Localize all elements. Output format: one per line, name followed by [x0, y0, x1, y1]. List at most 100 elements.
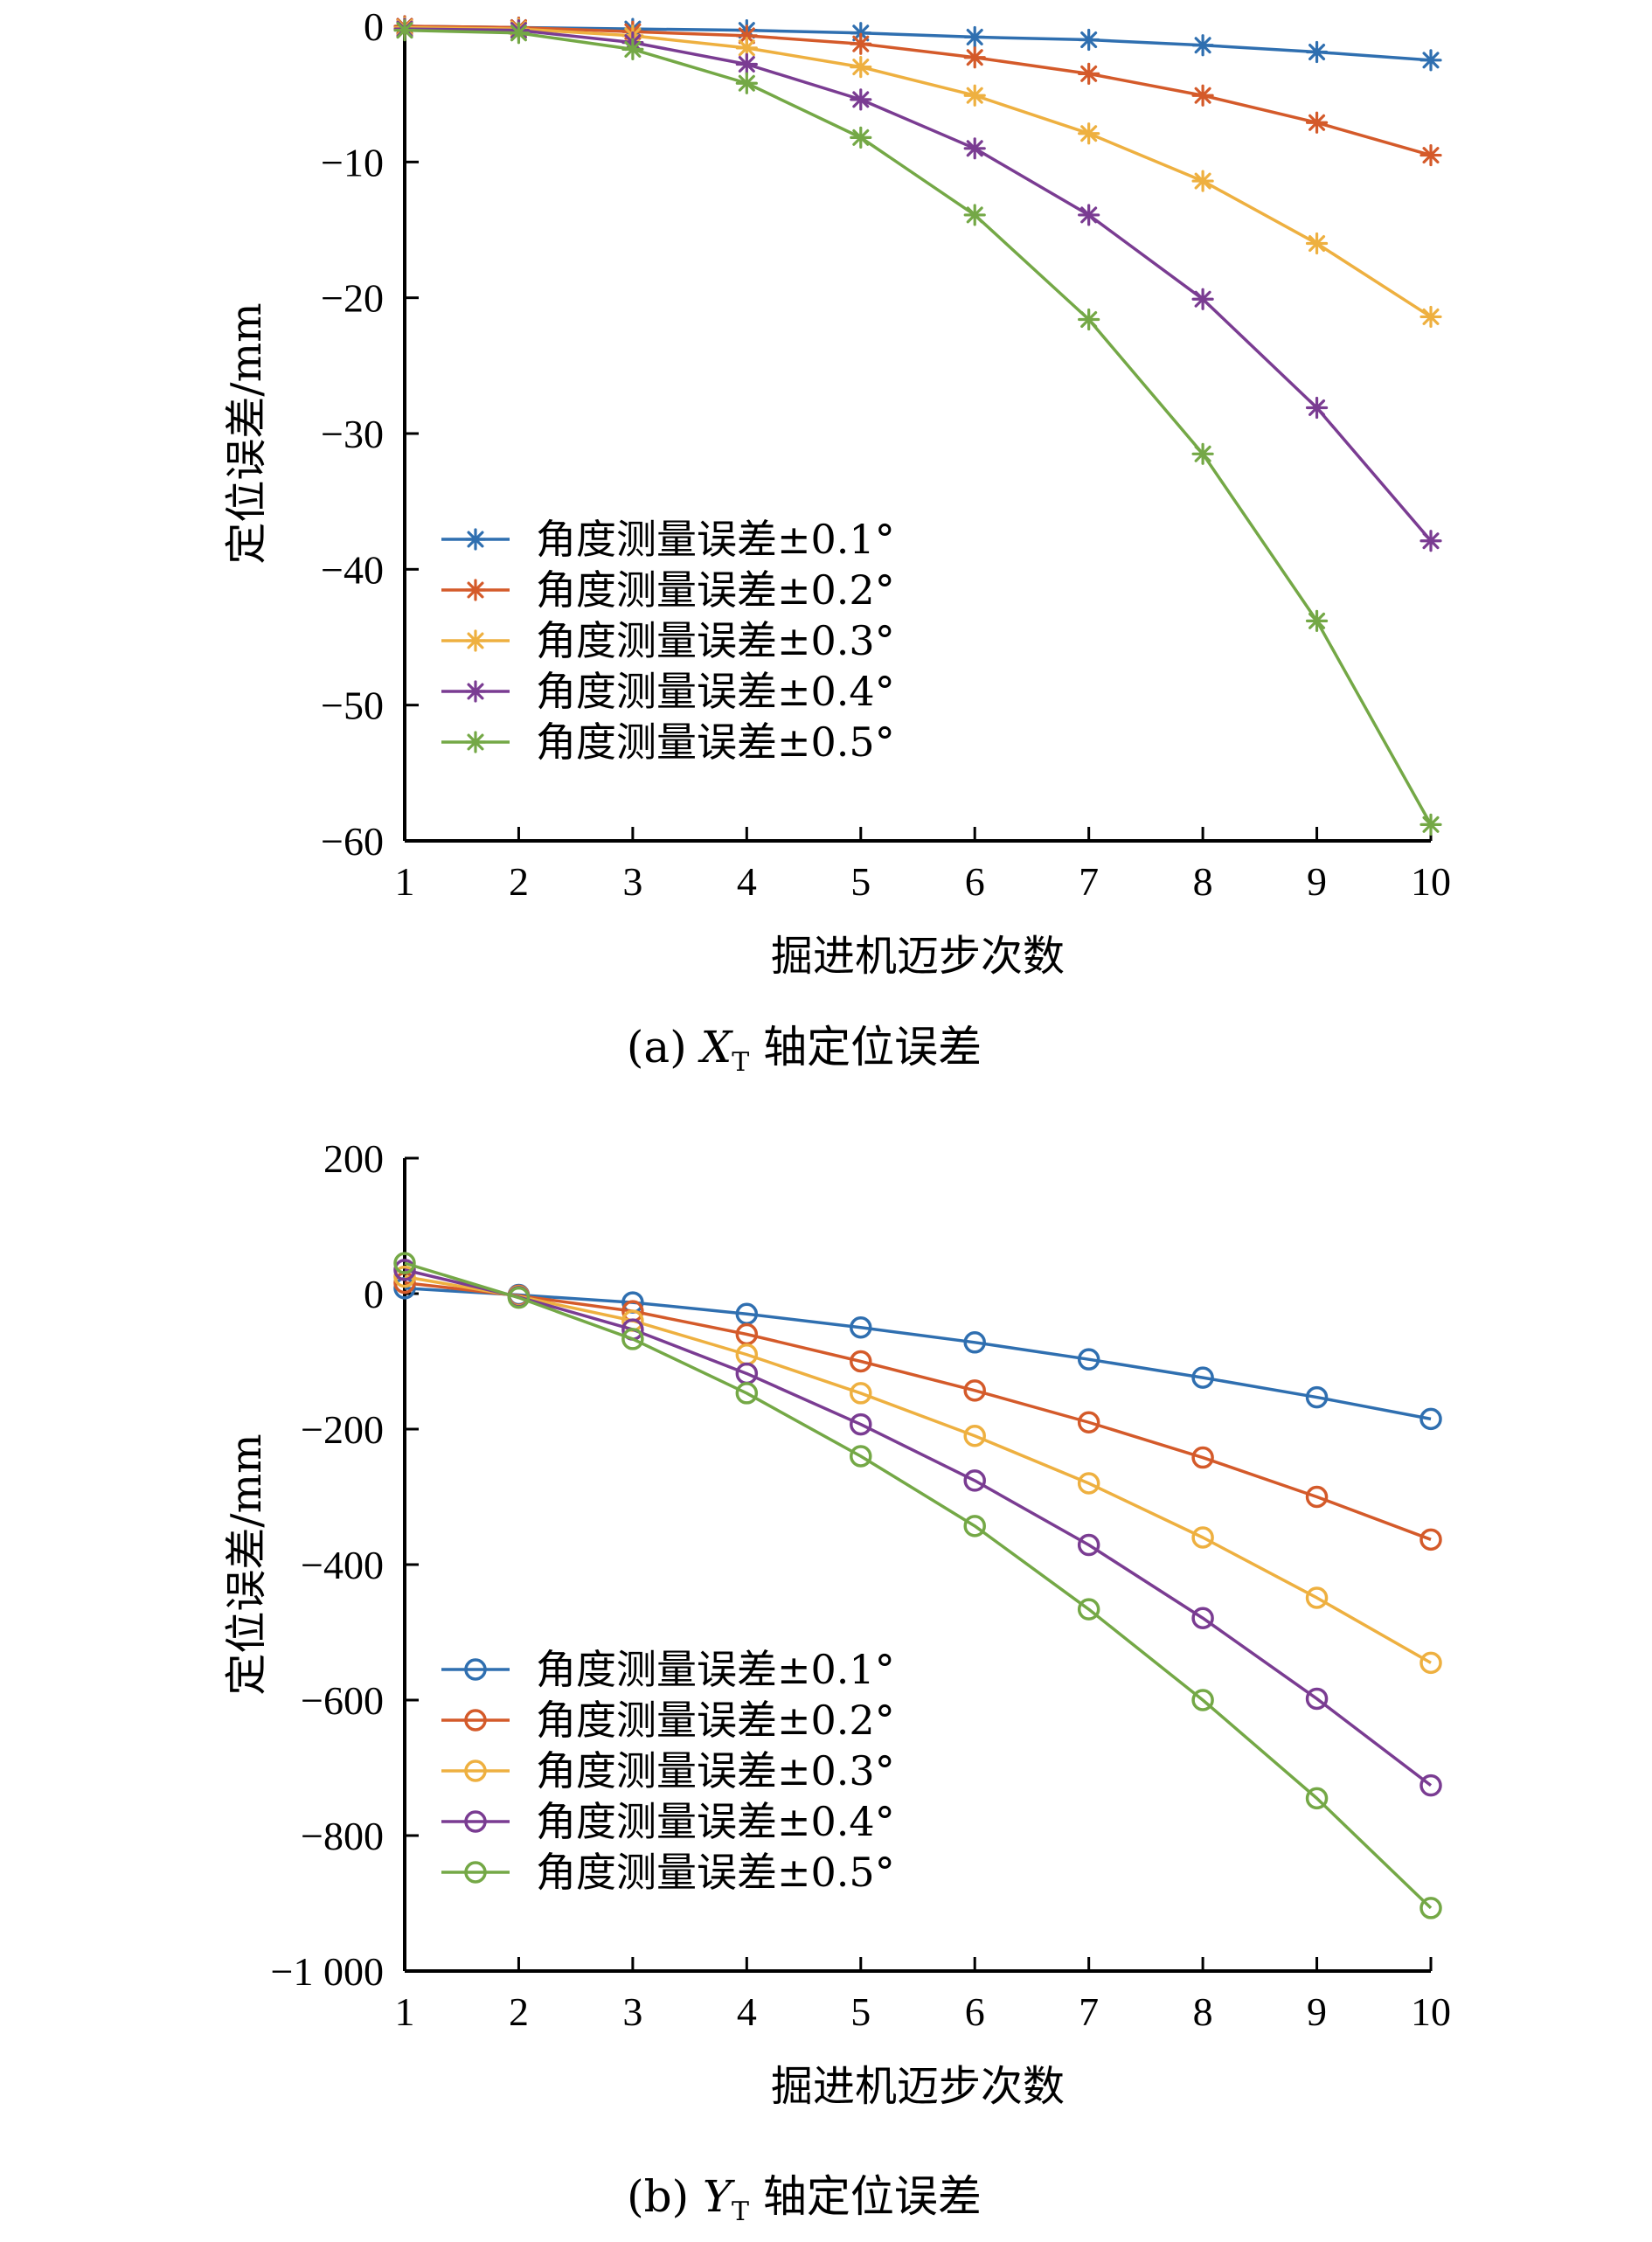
data-point	[963, 1515, 986, 1537]
y-tick-label: −800	[301, 1814, 384, 1858]
data-point	[1305, 1385, 1329, 1409]
legend-item: 角度测量误差±0.1°	[441, 1646, 895, 1693]
data-point	[963, 1331, 986, 1354]
x-tick-label: 9	[1307, 1989, 1327, 2034]
data-point	[1077, 1348, 1100, 1371]
chart-panel-a: 1 2 3 4 5 6 7 8 9 10 0 −10 −20 −30 −40 −50 −60 掘进机迈步次数 定位误…	[222, 4, 1451, 1078]
data-point	[1191, 442, 1214, 465]
x-tick-label: 2	[509, 1989, 529, 2034]
legend-label: 角度测量误差±0.1°	[536, 516, 895, 563]
series-3	[393, 16, 1442, 329]
data-point	[1191, 1526, 1214, 1549]
data-point	[1077, 1533, 1100, 1557]
data-point	[464, 1810, 487, 1833]
data-point	[464, 528, 487, 551]
data-point	[464, 1709, 487, 1732]
data-point	[621, 38, 644, 61]
series-2	[393, 1271, 1442, 1551]
data-point	[1077, 1598, 1100, 1621]
legend-label: 角度测量误差±0.4°	[536, 668, 895, 715]
data-point	[1305, 232, 1329, 255]
series-line	[404, 25, 1432, 318]
data-point	[1419, 530, 1442, 552]
legend-label: 角度测量误差±0.3°	[536, 1747, 895, 1794]
data-point	[464, 579, 487, 601]
data-point	[393, 1265, 416, 1288]
data-point	[1419, 143, 1442, 167]
series-5	[393, 1252, 1442, 1919]
x-axis-title: 掘进机迈步次数	[771, 2062, 1065, 2111]
data-point	[1078, 28, 1100, 52]
x-tick-label: 5	[850, 1989, 871, 2034]
x-tick-label: 7	[1079, 859, 1099, 904]
x-tick-label: 8	[1193, 1989, 1213, 2034]
x-tick-label: 6	[965, 1989, 985, 2034]
data-point	[963, 84, 986, 107]
data-point	[850, 88, 872, 111]
data-point	[1191, 1446, 1214, 1469]
x-tick-label: 9	[1307, 859, 1327, 904]
legend-item: 角度测量误差±0.2°	[441, 566, 895, 614]
series-line	[404, 1268, 1433, 1787]
series-line	[404, 24, 1432, 157]
x-tick-label: 3	[622, 859, 642, 904]
legend-item: 角度测量误差±0.3°	[441, 617, 895, 664]
data-point	[735, 1382, 759, 1405]
data-point	[1419, 813, 1442, 836]
data-point	[1191, 84, 1214, 107]
legend-item: 角度测量误差±0.4°	[441, 668, 895, 715]
series-line	[404, 1274, 1432, 1664]
x-tick-label: 6	[965, 859, 985, 904]
data-point	[1191, 1607, 1214, 1629]
legend-item: 角度测量误差±0.1°	[441, 516, 895, 563]
data-point	[464, 680, 487, 703]
legend-item: 角度测量误差±0.3°	[441, 1747, 895, 1794]
data-point	[1305, 1586, 1329, 1609]
data-point	[393, 1259, 416, 1281]
y-tick-label: −50	[321, 684, 384, 728]
data-point	[963, 25, 986, 49]
series-line	[404, 1281, 1432, 1541]
legend: 角度测量误差±0.1°角度测量误差±0.2°角度测量误差±0.3°角度测量误差±…	[441, 1646, 895, 1896]
data-point	[507, 22, 531, 45]
legend-item: 角度测量误差±0.4°	[441, 1798, 895, 1845]
y-tick-label: −600	[301, 1678, 384, 1723]
legend-item: 角度测量误差±0.5°	[441, 1849, 895, 1896]
y-tick-label: −10	[321, 140, 384, 184]
legend-label: 角度测量误差±0.5°	[536, 718, 895, 766]
x-tick-label: 1	[395, 1989, 415, 2034]
data-point	[1305, 396, 1329, 420]
series-line	[404, 28, 1433, 826]
legend-label: 角度测量误差±0.4°	[536, 1798, 895, 1845]
x-tick-label: 10	[1411, 859, 1451, 904]
data-point	[1419, 1651, 1442, 1675]
x-tick-label: 5	[850, 859, 871, 904]
data-point	[1078, 204, 1100, 226]
data-point	[1419, 1897, 1442, 1919]
data-point	[735, 72, 758, 94]
data-point	[1077, 1411, 1100, 1433]
y-tick-label: −40	[321, 547, 384, 592]
x-tick-label: 4	[737, 1989, 757, 2034]
x-tick-label: 4	[737, 859, 757, 904]
data-point	[963, 137, 986, 160]
data-point	[850, 1413, 872, 1436]
legend-label: 角度测量误差±0.3°	[536, 617, 895, 664]
data-point	[850, 1350, 872, 1373]
data-point	[1305, 40, 1329, 64]
x-tick-label: 3	[622, 1989, 642, 2034]
data-point	[963, 1379, 986, 1402]
data-point	[1419, 305, 1442, 329]
series-4	[393, 17, 1442, 552]
data-point	[1191, 170, 1214, 192]
series-3	[393, 1265, 1442, 1675]
x-tick-label: 2	[509, 859, 529, 904]
x-tick-label: 8	[1193, 859, 1213, 904]
chart-panel-b: 1 2 3 4 5 6 7 8 9 10 200 0 −200 −400 −600 −800 −1 000 掘进机…	[222, 1136, 1451, 2227]
data-point	[393, 1252, 416, 1274]
data-point	[963, 1425, 986, 1447]
data-point	[1191, 34, 1214, 57]
x-tick-label: 1	[395, 859, 415, 904]
series-5	[393, 19, 1442, 836]
data-point	[850, 32, 872, 55]
